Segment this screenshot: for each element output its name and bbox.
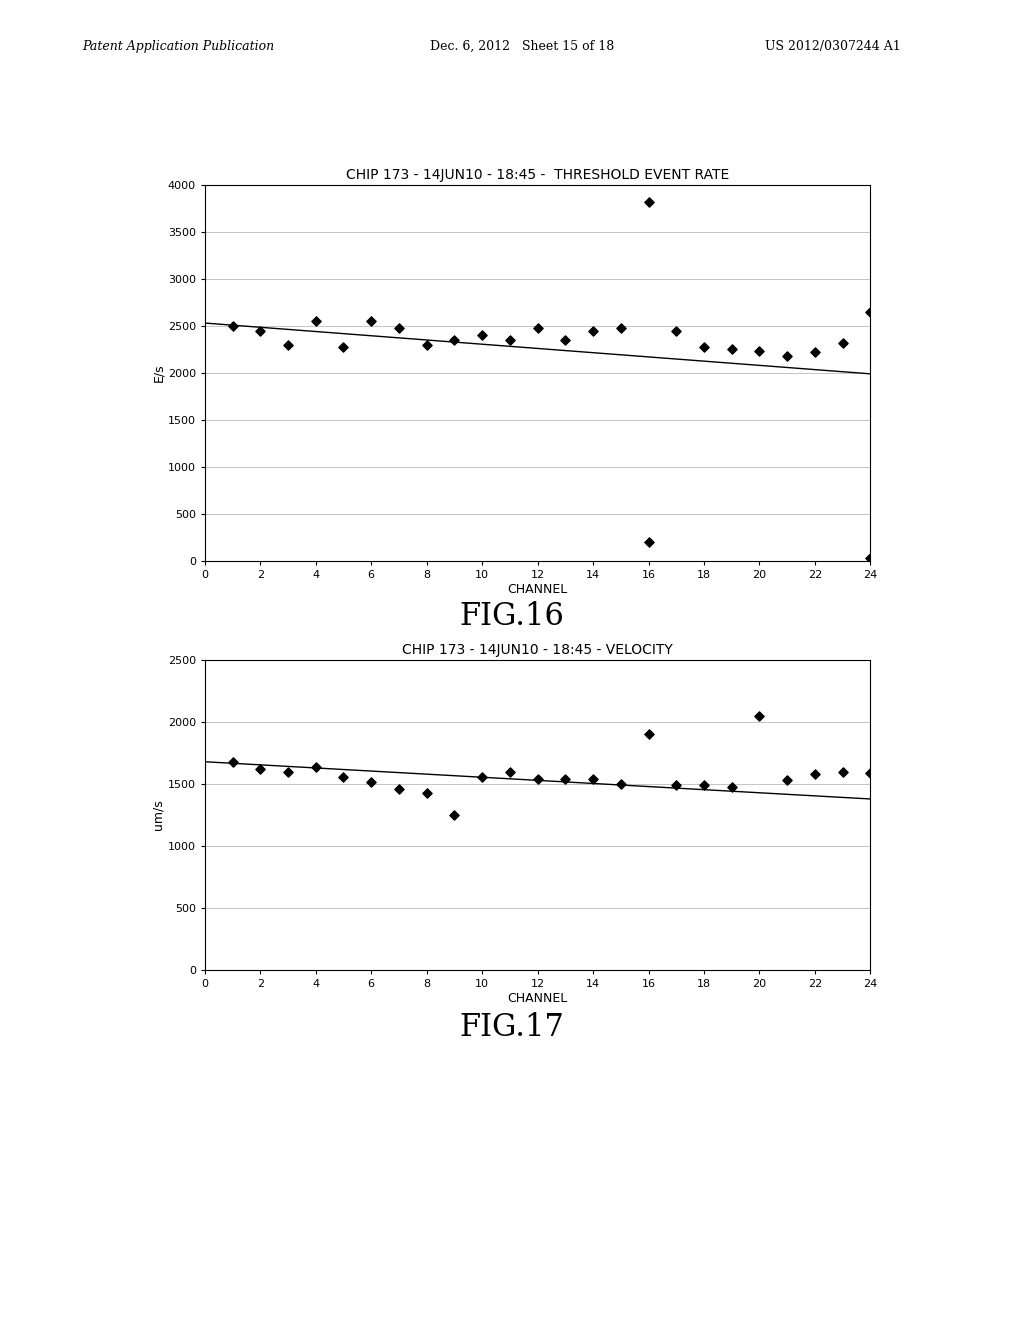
- Y-axis label: E/s: E/s: [152, 363, 165, 383]
- Point: [307, 310, 324, 331]
- Point: [779, 770, 796, 791]
- Point: [640, 191, 656, 213]
- Point: [280, 334, 296, 355]
- Point: [835, 333, 851, 354]
- Point: [446, 330, 463, 351]
- Point: [419, 334, 435, 355]
- Point: [752, 705, 768, 726]
- Point: [835, 762, 851, 783]
- Point: [696, 775, 713, 796]
- Text: US 2012/0307244 A1: US 2012/0307244 A1: [765, 40, 901, 53]
- Text: FIG.17: FIG.17: [460, 1012, 564, 1043]
- X-axis label: CHANNEL: CHANNEL: [508, 993, 567, 1005]
- Point: [252, 319, 268, 341]
- Point: [391, 317, 408, 338]
- Point: [391, 779, 408, 800]
- Point: [224, 315, 241, 337]
- Point: [862, 548, 879, 569]
- Point: [668, 775, 684, 796]
- Point: [752, 341, 768, 362]
- Point: [280, 762, 296, 783]
- Point: [474, 325, 490, 346]
- Point: [724, 339, 740, 360]
- Point: [807, 763, 823, 784]
- Point: [779, 346, 796, 367]
- Point: [724, 776, 740, 797]
- Text: FIG.16: FIG.16: [460, 601, 564, 631]
- Point: [640, 723, 656, 744]
- Point: [807, 342, 823, 363]
- Text: Dec. 6, 2012   Sheet 15 of 18: Dec. 6, 2012 Sheet 15 of 18: [430, 40, 614, 53]
- Point: [502, 330, 518, 351]
- Point: [696, 337, 713, 358]
- Y-axis label: um/s: um/s: [152, 800, 165, 830]
- Point: [335, 766, 351, 787]
- Point: [585, 319, 601, 341]
- Point: [612, 317, 629, 338]
- Point: [419, 783, 435, 804]
- Point: [557, 330, 573, 351]
- Point: [529, 317, 546, 338]
- Point: [585, 768, 601, 789]
- X-axis label: CHANNEL: CHANNEL: [508, 583, 567, 595]
- Point: [557, 768, 573, 789]
- Title: CHIP 173 - 14JUN10 - 18:45 - VELOCITY: CHIP 173 - 14JUN10 - 18:45 - VELOCITY: [402, 643, 673, 657]
- Point: [862, 301, 879, 322]
- Point: [364, 310, 380, 331]
- Point: [668, 319, 684, 341]
- Point: [640, 532, 656, 553]
- Point: [474, 766, 490, 787]
- Point: [862, 763, 879, 784]
- Point: [612, 774, 629, 795]
- Point: [307, 756, 324, 777]
- Point: [252, 759, 268, 780]
- Point: [335, 337, 351, 358]
- Point: [529, 768, 546, 789]
- Point: [364, 771, 380, 792]
- Title: CHIP 173 - 14JUN10 - 18:45 -  THRESHOLD EVENT RATE: CHIP 173 - 14JUN10 - 18:45 - THRESHOLD E…: [346, 168, 729, 182]
- Text: Patent Application Publication: Patent Application Publication: [82, 40, 274, 53]
- Point: [502, 762, 518, 783]
- Point: [446, 804, 463, 826]
- Point: [224, 751, 241, 772]
